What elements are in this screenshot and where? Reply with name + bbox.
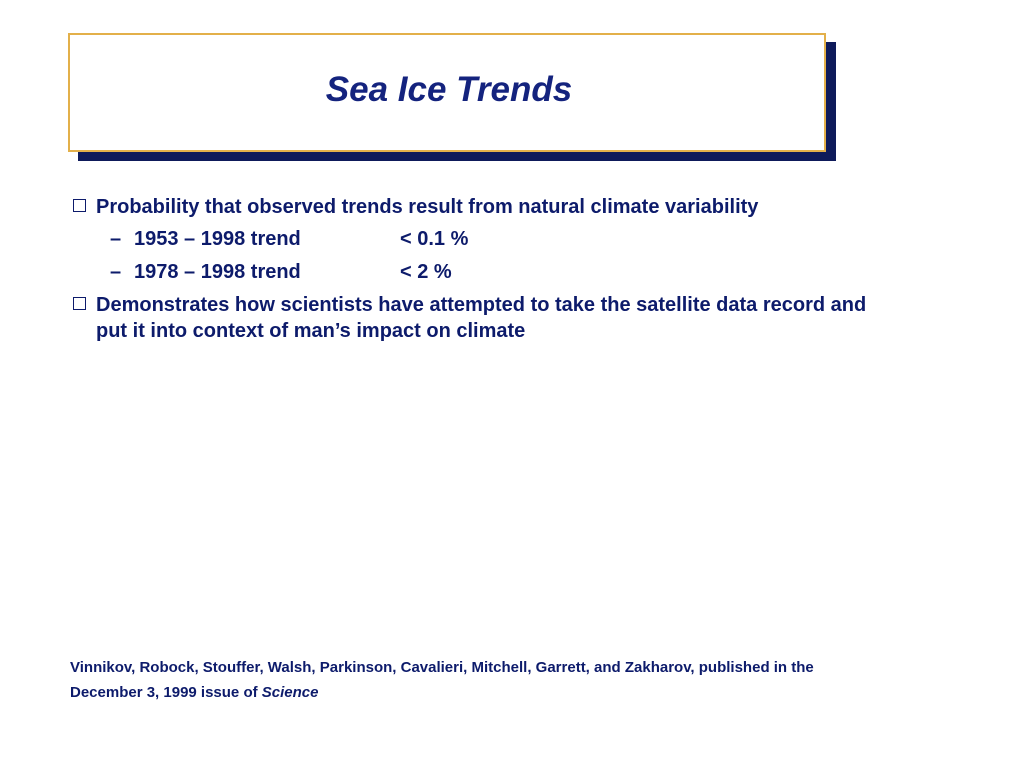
citation-publication: December 3, 1999 issue of Science bbox=[70, 680, 970, 705]
square-bullet-icon bbox=[73, 199, 86, 212]
slide-body: Probability that observed trends result … bbox=[72, 194, 972, 350]
bullet-text: Probability that observed trends result … bbox=[96, 196, 759, 218]
citation-date: December 3, 1999 issue of bbox=[70, 684, 262, 701]
sub-bullet-label: 1953 – 1998 trend bbox=[134, 228, 301, 250]
bullet-item: Demonstrates how scientists have attempt… bbox=[72, 292, 886, 344]
square-bullet-icon bbox=[73, 297, 86, 310]
sub-bullet-value: < 2 % bbox=[400, 261, 452, 283]
bullet-text: Demonstrates how scientists have attempt… bbox=[96, 294, 867, 342]
sub-bullet-value: < 0.1 % bbox=[400, 228, 469, 250]
dash-bullet-icon: – bbox=[110, 228, 122, 250]
citation: Vinnikov, Robock, Stouffer, Walsh, Parki… bbox=[70, 655, 970, 705]
citation-authors: Vinnikov, Robock, Stouffer, Walsh, Parki… bbox=[70, 659, 814, 676]
sub-bullet-item: – 1953 – 1998 trend < 0.1 % bbox=[72, 226, 972, 252]
sub-bullet-label: 1978 – 1998 trend bbox=[134, 261, 301, 283]
slide-title: Sea Ice Trends bbox=[325, 69, 573, 109]
citation-journal: Science bbox=[261, 684, 319, 701]
dash-bullet-icon: – bbox=[110, 261, 122, 283]
bullet-item: Probability that observed trends result … bbox=[72, 194, 972, 220]
title-box: Sea Ice Trends bbox=[68, 33, 826, 152]
sub-bullet-item: – 1978 – 1998 trend < 2 % bbox=[72, 259, 972, 285]
